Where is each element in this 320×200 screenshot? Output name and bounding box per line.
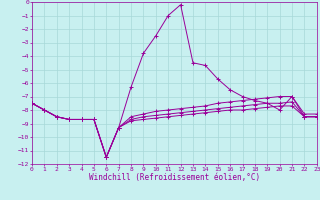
X-axis label: Windchill (Refroidissement éolien,°C): Windchill (Refroidissement éolien,°C) [89, 173, 260, 182]
